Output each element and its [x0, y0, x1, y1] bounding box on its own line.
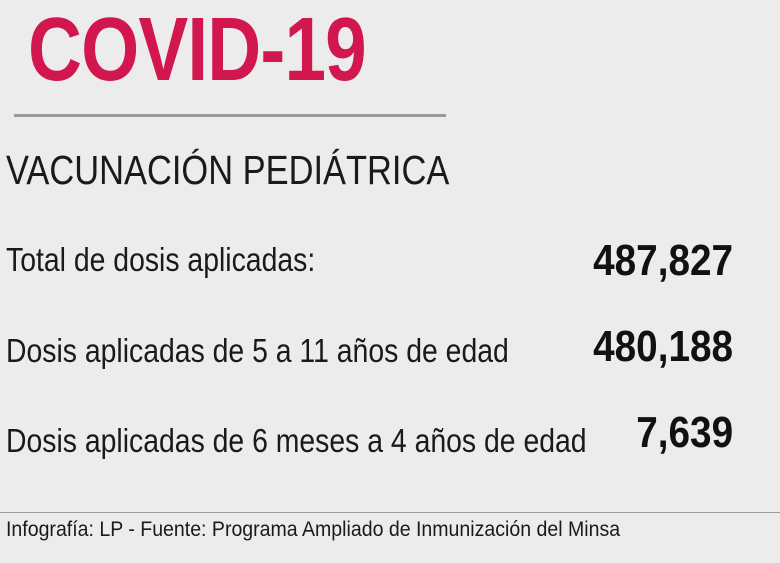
stat-label-5-11: Dosis aplicadas de 5 a 11 años de edad	[6, 332, 509, 369]
stat-label-total: Total de dosis aplicadas:	[6, 241, 316, 278]
stat-label-6m-4: Dosis aplicadas de 6 meses a 4 años de e…	[6, 422, 587, 459]
page-title: COVID-19	[28, 0, 367, 100]
stat-value-total: 487,827	[593, 236, 733, 285]
source-credit: Infografía: LP - Fuente: Programa Amplia…	[6, 518, 621, 541]
title-divider	[14, 114, 446, 117]
section-subtitle: VACUNACIÓN PEDIÁTRICA	[6, 147, 450, 193]
stat-value-5-11: 480,188	[593, 322, 733, 371]
footer-divider	[0, 512, 780, 513]
stat-value-6m-4: 7,639	[636, 408, 733, 457]
